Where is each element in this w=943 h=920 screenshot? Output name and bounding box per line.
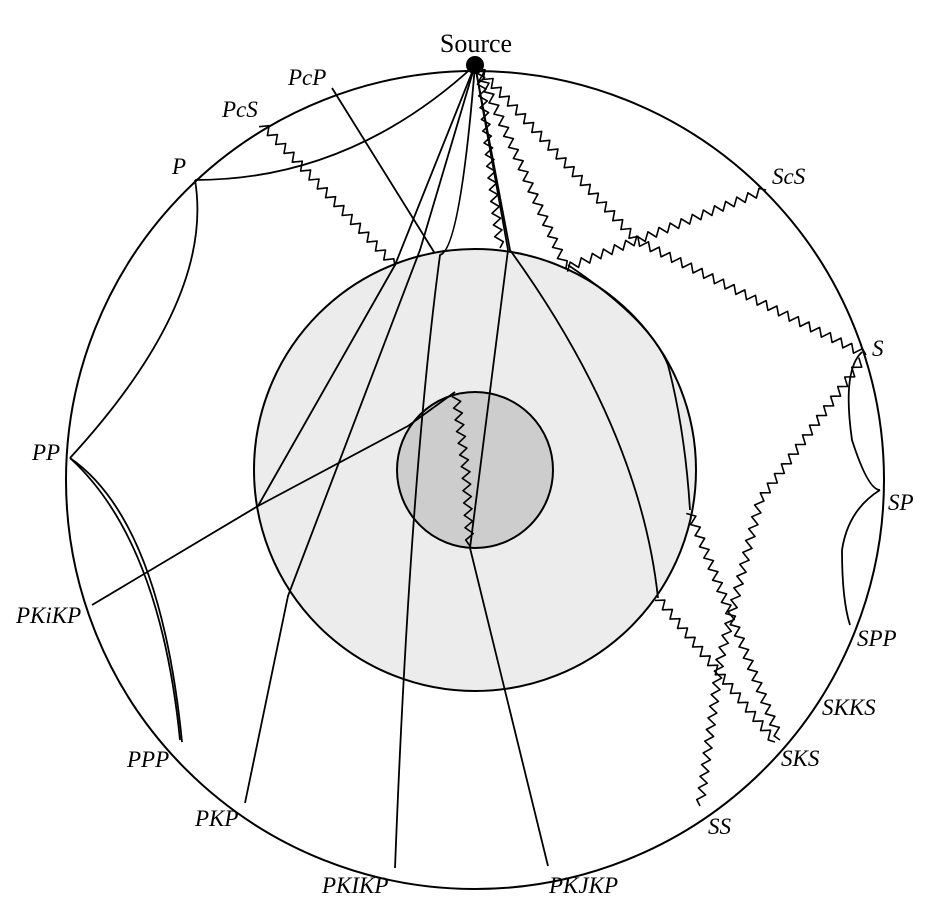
ray-PPP <box>69 457 183 743</box>
ray-PKIKP <box>394 64 476 869</box>
ray-PcS <box>259 124 396 267</box>
ray-SKKS <box>686 512 781 741</box>
label-PKiKP: PKiKP <box>15 603 81 628</box>
ray-PKiKP <box>91 64 476 606</box>
label-PcS: PcS <box>221 97 258 122</box>
label-SKS: SKS <box>781 746 820 771</box>
label-PKJKP: PKJKP <box>548 873 618 898</box>
ray-PP-leg1 <box>69 179 199 459</box>
ray-PKP <box>244 64 476 804</box>
label-PP: PP <box>31 440 60 465</box>
ray-SP <box>847 351 881 491</box>
ray-SPP <box>841 489 881 626</box>
label-PPP: PPP <box>126 747 169 772</box>
label-S: S <box>872 336 884 361</box>
ray-SS <box>696 357 863 807</box>
label-ScS: ScS <box>772 164 806 189</box>
ray-PcP <box>331 87 435 253</box>
label-P: P <box>171 154 186 179</box>
inner-core <box>396 391 554 549</box>
source-label: Source <box>440 29 512 58</box>
label-PKP: PKP <box>194 806 238 831</box>
label-PcP: PcP <box>287 65 326 90</box>
label-PKIKP: PKIKP <box>321 873 388 898</box>
ray-ScS-leg2 <box>566 187 767 272</box>
ray-SKKS-core <box>567 264 691 511</box>
ray-SKS <box>654 599 776 743</box>
label-SP: SP <box>888 490 914 515</box>
label-SKKS: SKKS <box>822 695 876 720</box>
label-SPP: SPP <box>857 626 897 651</box>
source-marker <box>466 56 484 74</box>
ray-S <box>475 68 867 356</box>
ray-P <box>194 64 476 181</box>
ray-PKJKP-innercore <box>451 395 475 547</box>
label-SS: SS <box>708 814 732 839</box>
ray-PKiKP-core <box>257 391 456 507</box>
ray-ScS-leg1 <box>474 68 568 269</box>
ray-SKS-outer <box>474 64 659 599</box>
ray-PKIKP-S-leg <box>475 71 505 249</box>
ray-paths <box>69 64 881 869</box>
ray-PP-leg2 <box>69 457 181 741</box>
